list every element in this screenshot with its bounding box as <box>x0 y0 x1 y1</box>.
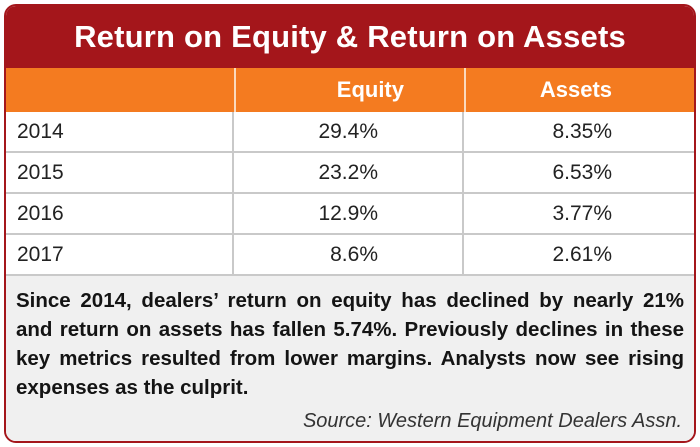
cell-assets: 6.53% <box>552 160 612 184</box>
source-credit: Source: Western Equipment Dealers Assn. <box>302 410 682 432</box>
table-row: 2015 23.2% 6.53% <box>6 153 694 194</box>
cell-year: 2017 <box>6 235 234 274</box>
cell-year: 2015 <box>6 153 234 192</box>
header-equity: Equity <box>234 68 464 112</box>
cell-equity: 8.6% <box>234 235 464 274</box>
note-text: Since 2014, dealers’ return on equity ha… <box>16 289 684 399</box>
cell-assets: 2.61% <box>552 242 612 266</box>
cell-assets: 3.77% <box>552 201 612 225</box>
cell-equity: 23.2% <box>234 153 464 192</box>
cell-assets: 8.35% <box>552 119 612 143</box>
note-panel: Since 2014, dealers’ return on equity ha… <box>6 276 694 441</box>
table-row: 2016 12.9% 3.77% <box>6 194 694 235</box>
header-assets: Assets <box>464 68 694 112</box>
cell-equity: 12.9% <box>234 194 464 233</box>
cell-year: 2014 <box>6 112 234 151</box>
table-title: Return on Equity & Return on Assets <box>6 6 694 68</box>
table-row: 2014 29.4% 8.35% <box>6 112 694 153</box>
cell-equity: 29.4% <box>234 112 464 151</box>
cell-year: 2016 <box>6 194 234 233</box>
header-row: Equity Assets <box>6 68 694 112</box>
table-row: 2017 8.6% 2.61% <box>6 235 694 276</box>
table-card: Return on Equity & Return on Assets Equi… <box>4 4 696 443</box>
header-year-cell <box>6 68 234 112</box>
